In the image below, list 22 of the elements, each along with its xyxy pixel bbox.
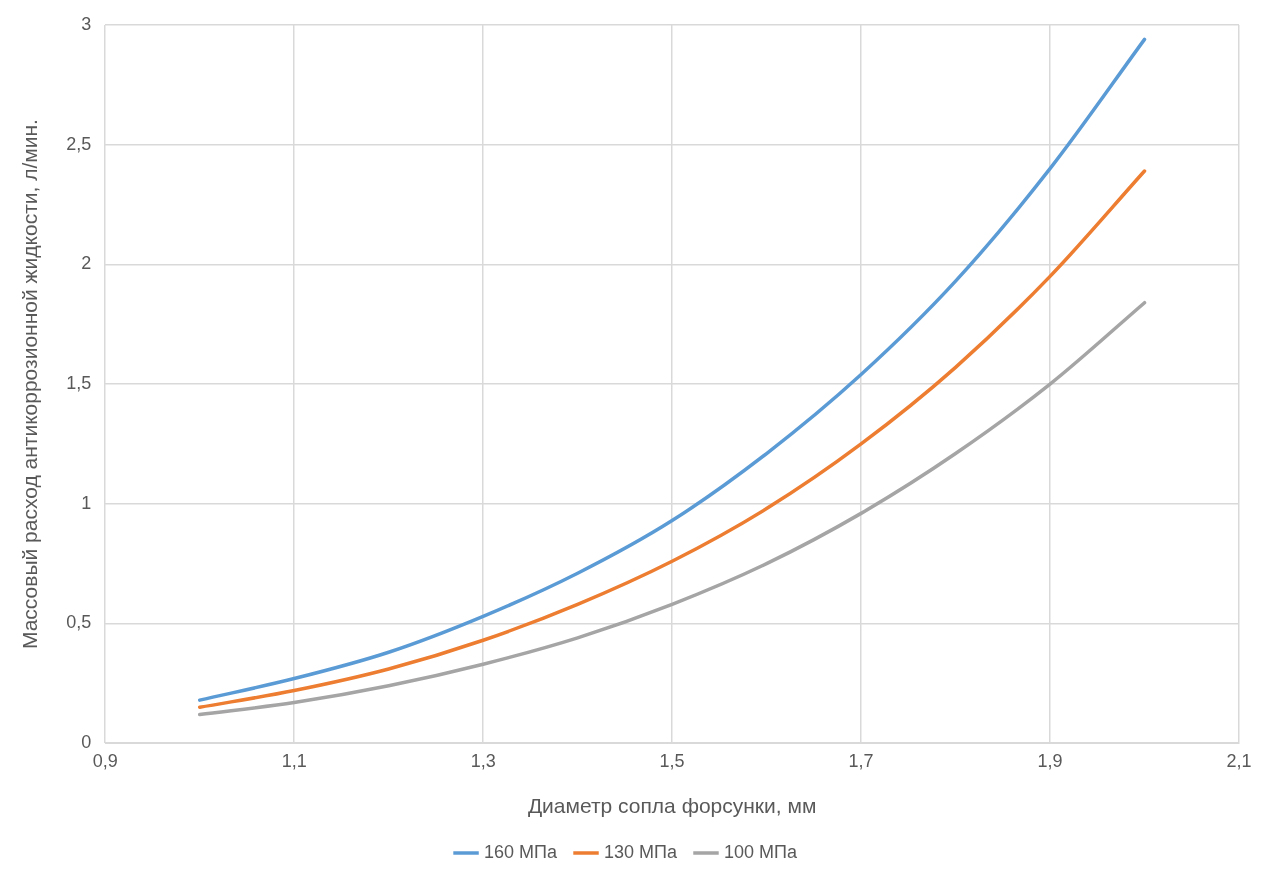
- y-tick-label: 3: [81, 13, 92, 34]
- legend-label: 130 МПа: [604, 841, 678, 862]
- x-axis-title: Диаметр сопла форсунки, мм: [527, 794, 817, 818]
- y-tick-label: 0,5: [66, 612, 92, 633]
- x-tick-label: 1,1: [281, 750, 307, 771]
- y-axis-title: Массовый расход антикоррозионной жидкости, л/мин.: [18, 119, 42, 650]
- legend-label: 160 МПа: [484, 841, 558, 862]
- line-series: [197, 37, 1147, 702]
- line-series: [197, 300, 1147, 717]
- legend-label: 100 МПа: [723, 841, 798, 862]
- y-tick-label: 1: [81, 492, 92, 513]
- x-tick-label: 0,9: [92, 750, 118, 771]
- x-tick-label: 1,5: [659, 750, 685, 771]
- y-tick-label: 2: [81, 253, 92, 274]
- y-tick-label: 2,5: [66, 133, 92, 154]
- y-tick-label: 1,5: [66, 373, 92, 394]
- y-tick-label: 0: [81, 732, 92, 753]
- x-tick-label: 2,1: [1226, 750, 1252, 771]
- x-tick-label: 1,7: [848, 750, 874, 771]
- line-series: [197, 169, 1147, 710]
- x-tick-label: 1,3: [470, 750, 496, 771]
- x-tick-label: 1,9: [1037, 750, 1063, 771]
